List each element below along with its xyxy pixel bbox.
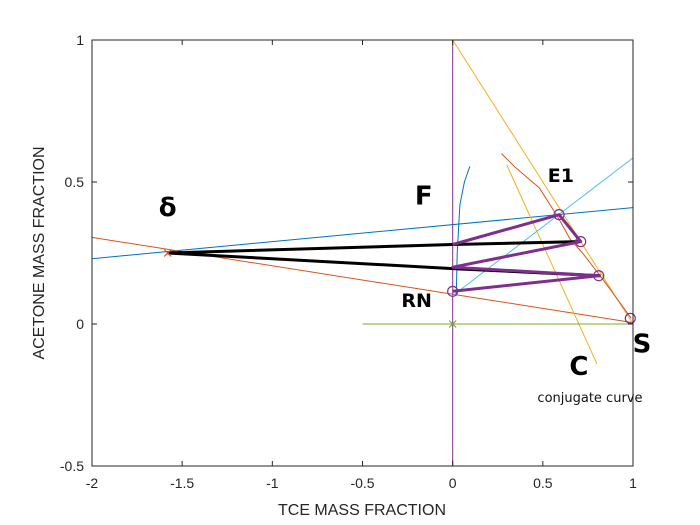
point-circle-2 bbox=[593, 270, 605, 282]
tick-layer: -2 -1.5 -1 -0.5 0 0.5 1 -0.5 0 0.5 1 bbox=[60, 32, 637, 491]
annotation-text-0: conjugate curve bbox=[537, 391, 642, 406]
handwritten-label-1: F bbox=[415, 182, 433, 212]
y-tick-label-2: 0.5 bbox=[65, 174, 85, 190]
series-line-6 bbox=[452, 157, 633, 296]
series-layer bbox=[92, 40, 633, 466]
point-circle-1 bbox=[575, 236, 587, 248]
series-line-2 bbox=[452, 40, 633, 325]
point-x-6 bbox=[448, 320, 457, 328]
series-line-0 bbox=[92, 207, 633, 260]
annotation-layer: conjugate curve δ F E1 RN S C bbox=[159, 165, 652, 406]
x-tick-label-4: 0 bbox=[449, 475, 457, 491]
x-tick-label-2: -1 bbox=[266, 475, 279, 491]
point-x-5 bbox=[163, 249, 172, 257]
point-layer bbox=[163, 209, 636, 328]
point-circle-3 bbox=[624, 312, 636, 324]
x-tick-label-1: -1.5 bbox=[170, 475, 194, 491]
series-line-11 bbox=[451, 213, 601, 293]
y-tick-label-0: -0.5 bbox=[60, 458, 84, 474]
handwritten-label-4: S bbox=[633, 329, 652, 359]
x-tick-label-0: -2 bbox=[86, 475, 99, 491]
x-tick-label-3: -0.5 bbox=[350, 475, 374, 491]
handwritten-label-3: RN bbox=[401, 290, 432, 312]
x-tick-label-6: 1 bbox=[629, 475, 637, 491]
handwritten-label-5: C bbox=[569, 352, 588, 382]
point-circle-0 bbox=[553, 209, 565, 221]
point-circle-4 bbox=[447, 285, 459, 297]
series-line-3 bbox=[506, 164, 598, 365]
y-tick-label-1: 0 bbox=[76, 316, 84, 332]
x-tick-label-5: 0.5 bbox=[533, 475, 553, 491]
y-axis-title: ACETONE MASS FRACTION bbox=[31, 146, 48, 359]
handwritten-label-2: E1 bbox=[548, 165, 574, 187]
handwritten-label-0: δ bbox=[159, 193, 177, 223]
y-tick-label-3: 1 bbox=[76, 32, 84, 48]
x-axis-title: TCE MASS FRACTION bbox=[278, 502, 446, 519]
